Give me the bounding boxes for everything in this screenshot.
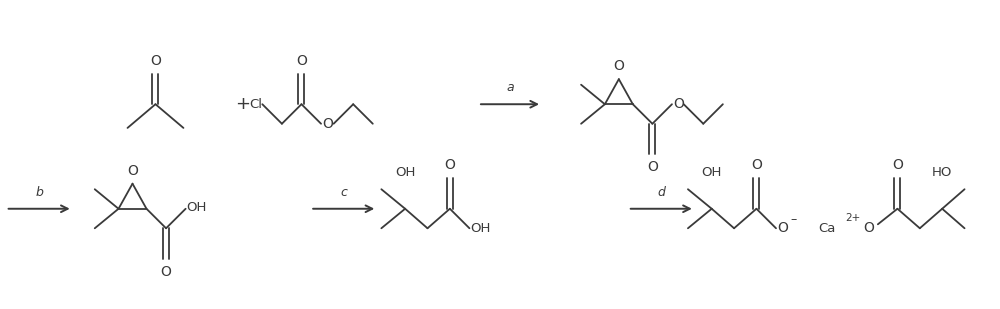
Text: –: – — [790, 213, 796, 226]
Text: a: a — [506, 81, 514, 94]
Text: c: c — [340, 186, 347, 199]
Text: O: O — [863, 221, 874, 235]
Text: OH: OH — [187, 201, 207, 214]
Text: HO: HO — [932, 166, 952, 179]
Text: b: b — [35, 186, 43, 199]
Text: Ca: Ca — [818, 222, 835, 235]
Text: O: O — [673, 97, 684, 111]
Text: +: + — [235, 95, 250, 113]
Text: O: O — [613, 59, 624, 73]
Text: 2+: 2+ — [845, 213, 860, 223]
Text: O: O — [296, 54, 307, 68]
Text: Cl: Cl — [249, 98, 262, 111]
Text: O: O — [150, 54, 161, 68]
Text: O: O — [322, 117, 333, 131]
Text: O: O — [751, 158, 762, 172]
Text: O: O — [161, 265, 172, 279]
Text: OH: OH — [702, 166, 722, 179]
Text: O: O — [444, 158, 455, 172]
Text: O: O — [127, 164, 138, 178]
Text: O: O — [892, 158, 903, 172]
Text: O: O — [647, 160, 658, 174]
Text: OH: OH — [470, 222, 491, 235]
Text: O: O — [777, 221, 788, 235]
Text: OH: OH — [395, 166, 415, 179]
Text: d: d — [657, 186, 665, 199]
